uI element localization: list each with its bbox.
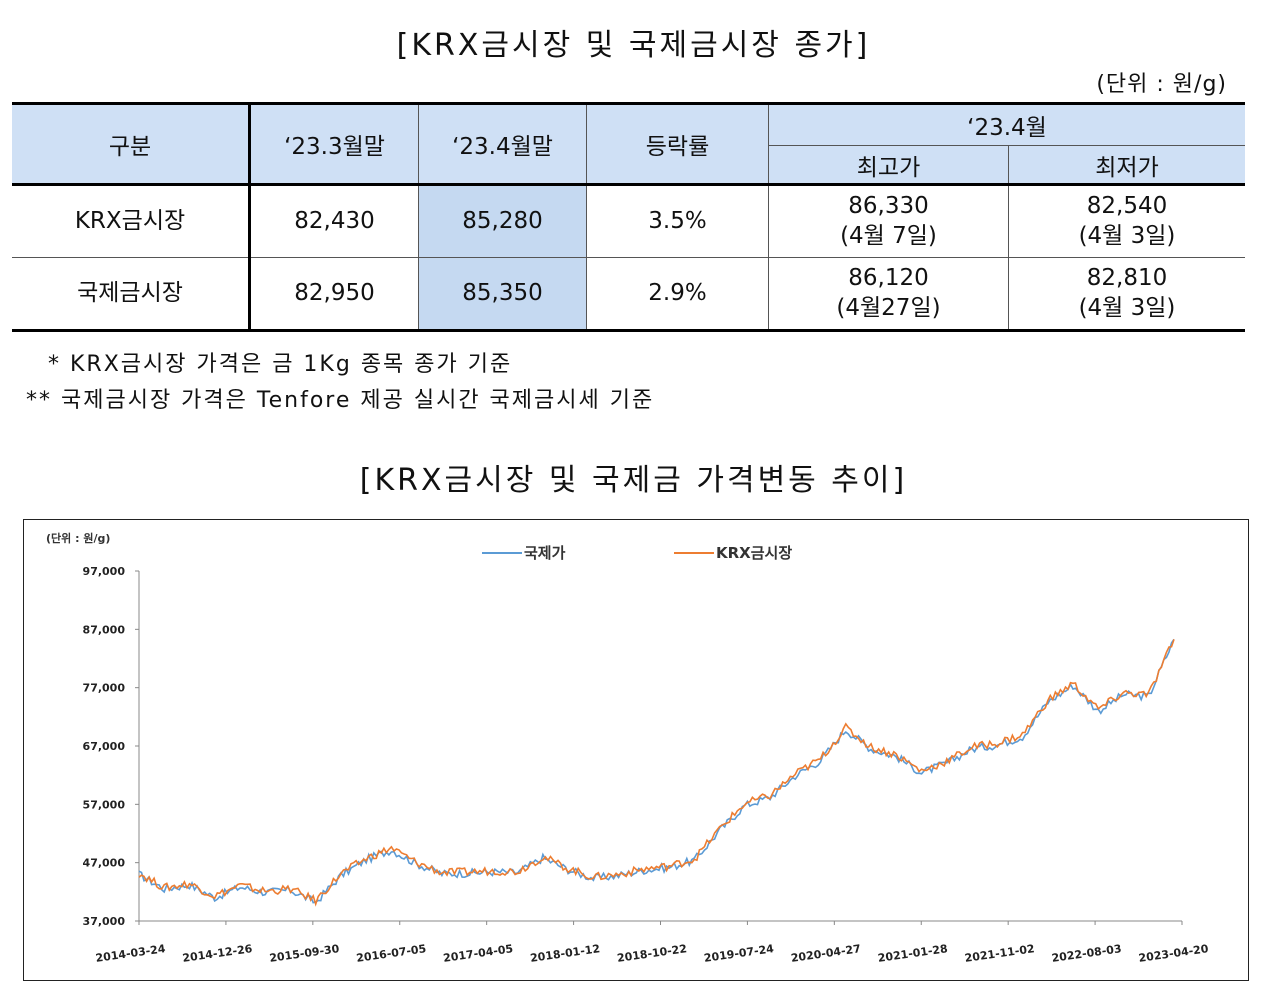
row-change: 3.5% <box>586 184 769 258</box>
y-tick-label: 87,000 <box>83 623 126 636</box>
row-high-cell: 86,120 (4월27일) <box>768 257 1009 332</box>
unit-label: (단위 : 원/g) <box>1096 72 1227 97</box>
x-tick-label: 2016-07-05 <box>356 942 427 965</box>
x-tick-label: 2015-09-30 <box>269 942 341 965</box>
y-tick-label: 57,000 <box>83 798 126 811</box>
row-low-cell: 82,810 (4월 3일) <box>1008 257 1245 332</box>
row-name: 국제금시장 <box>12 257 251 332</box>
y-tick-label: 67,000 <box>83 740 126 753</box>
x-tick-label: 2014-12-26 <box>182 942 254 965</box>
x-tick-label: 2021-01-28 <box>877 942 948 965</box>
price-chart: (단위 : 원/g) 37,000 47,000 57,000 67,000 77,000… <box>46 531 1210 965</box>
row-low-cell: 82,540 (4월 3일) <box>1009 185 1246 258</box>
x-tick-label: 2018-01-12 <box>529 942 600 965</box>
price-table: 구분 ‘23.3월말 ‘23.4월말 등락률 ‘23.4월 최고가 최저가 KR… <box>12 102 1245 332</box>
x-tick-label: 2014-03-24 <box>95 942 167 965</box>
chart-frame: (단위 : 원/g) 37,000 47,000 57,000 67,000 77,000… <box>23 519 1249 981</box>
x-tick-label: 2022-08-03 <box>1051 942 1122 965</box>
y-tick-label: 97,000 <box>83 565 126 578</box>
x-tick-label: 2021-11-02 <box>964 942 1035 965</box>
legend-label: 국제가 <box>524 544 566 562</box>
row-high-date: (4월27일) <box>836 294 941 321</box>
row-low: 82,810 <box>1086 264 1168 291</box>
y-tick-label: 47,000 <box>83 857 126 870</box>
header-category: 구분 <box>12 102 251 186</box>
row-apr: 85,280 <box>418 184 587 258</box>
x-tick-label: 2023-04-20 <box>1138 942 1210 965</box>
header-mar: ‘23.3월말 <box>249 102 419 186</box>
row-high: 86,330 <box>848 192 929 219</box>
header-apr: ‘23.4월말 <box>418 102 587 186</box>
row-name: KRX금시장 <box>12 184 251 258</box>
header-low: 최저가 <box>1008 145 1245 186</box>
row-high: 86,120 <box>848 264 929 291</box>
row-apr: 85,350 <box>418 257 587 332</box>
x-tick-label: 2019-07-24 <box>703 942 775 965</box>
chart-title: [KRX금시장 및 국제금 가격변동 추이] <box>359 463 908 498</box>
series-line-krx <box>138 639 1175 907</box>
row-low: 82,540 <box>1086 192 1168 219</box>
x-tick-label: 2017-04-05 <box>442 942 513 965</box>
y-tick-label: 77,000 <box>83 682 126 695</box>
series-line-intl <box>138 638 1175 904</box>
row-high-date: (4월 7일) <box>840 222 937 249</box>
header-change: 등락률 <box>586 102 769 186</box>
x-tick-label: 2018-10-22 <box>616 942 687 965</box>
row-mar: 82,430 <box>249 184 419 258</box>
row-high-cell: 86,330 (4월 7일) <box>768 184 1009 258</box>
row-low-date: (4월 3일) <box>1078 222 1176 249</box>
row-change: 2.9% <box>586 257 769 332</box>
row-low-date: (4월 3일) <box>1078 294 1176 321</box>
x-tick-label: 2020-04-27 <box>790 942 861 965</box>
table-row: 국제금시장 82,950 85,350 2.9% 86,120 (4월27일) … <box>12 257 1245 332</box>
legend-label: KRX금시장 <box>716 544 792 562</box>
header-group: ‘23.4월 <box>768 102 1245 146</box>
row-mar: 82,950 <box>249 257 419 332</box>
table-title: [KRX금시장 및 국제금시장 종가] <box>396 28 871 63</box>
y-tick-label: 37,000 <box>83 915 126 928</box>
header-high: 최고가 <box>768 145 1009 186</box>
chart-unit-label: (단위 : 원/g) <box>46 531 110 545</box>
note-krx: * KRX금시장 가격은 금 1Kg 종목 종가 기준 <box>48 352 513 377</box>
table-row: KRX금시장 82,430 85,280 3.5% 86,330 (4월 7일)… <box>12 184 1246 258</box>
note-intl: ** 국제금시장 가격은 Tenfore 제공 실시간 국제금시세 기준 <box>26 388 655 413</box>
